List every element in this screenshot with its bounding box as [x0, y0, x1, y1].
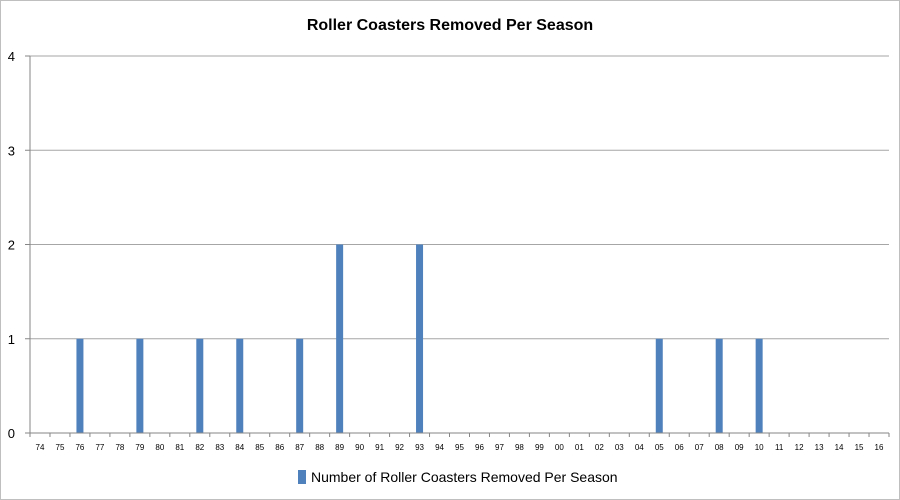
x-tick-label: 90 — [355, 443, 364, 452]
x-tick-label: 08 — [715, 443, 724, 452]
x-tick-label: 93 — [415, 443, 424, 452]
x-tick-label: 98 — [515, 443, 524, 452]
x-tick-label: 92 — [395, 443, 404, 452]
x-tick-label: 03 — [615, 443, 624, 452]
legend-label: Number of Roller Coasters Removed Per Se… — [311, 469, 618, 485]
x-tick-label: 09 — [735, 443, 744, 452]
x-tick-label: 91 — [375, 443, 384, 452]
x-tick-label: 10 — [755, 443, 764, 452]
x-tick-label: 84 — [235, 443, 244, 452]
x-tick-label: 07 — [695, 443, 704, 452]
legend-swatch — [298, 470, 306, 484]
x-tick-label: 14 — [835, 443, 844, 452]
x-tick-label: 04 — [635, 443, 644, 452]
bar — [296, 338, 304, 433]
x-tick-label: 77 — [95, 443, 104, 452]
x-tick-label: 74 — [36, 443, 45, 452]
bar — [416, 244, 424, 433]
x-tick-label: 82 — [195, 443, 204, 452]
x-tick-label: 95 — [455, 443, 464, 452]
x-tick-label: 01 — [575, 443, 584, 452]
x-axis — [29, 56, 889, 434]
x-tick-label: 96 — [475, 443, 484, 452]
y-tick-label: 3 — [8, 143, 15, 158]
bar — [136, 338, 144, 433]
y-tick-label: 0 — [8, 426, 15, 441]
x-tick-label: 81 — [175, 443, 184, 452]
y-tick-label: 2 — [8, 238, 15, 253]
x-tick-label: 87 — [295, 443, 304, 452]
x-tick-label: 89 — [335, 443, 344, 452]
x-tick-label: 76 — [75, 443, 84, 452]
x-tick-label: 05 — [655, 443, 664, 452]
x-tick-label: 15 — [855, 443, 864, 452]
x-tick-label: 06 — [675, 443, 684, 452]
gridlines — [30, 55, 889, 340]
y-axis-ticks: 0 1 2 3 4 — [8, 49, 30, 441]
x-tick-label: 99 — [535, 443, 544, 452]
chart-title: Roller Coasters Removed Per Season — [307, 17, 593, 34]
y-tick-label: 1 — [8, 332, 15, 347]
x-tick-label: 86 — [275, 443, 284, 452]
x-tick-label: 97 — [495, 443, 504, 452]
bar — [76, 338, 84, 433]
x-tick-label: 12 — [795, 443, 804, 452]
y-tick-label: 4 — [8, 49, 15, 64]
bar — [336, 244, 344, 433]
x-tick-label: 79 — [135, 443, 144, 452]
x-tick-label: 85 — [255, 443, 264, 452]
x-tick-label: 16 — [875, 443, 884, 452]
x-tick-label: 88 — [315, 443, 324, 452]
x-tick-label: 02 — [595, 443, 604, 452]
x-tick-label: 13 — [815, 443, 824, 452]
x-tick-label: 75 — [56, 443, 65, 452]
x-tick-label: 00 — [555, 443, 564, 452]
bar — [755, 338, 763, 433]
x-tick-label: 11 — [775, 443, 784, 452]
bar — [715, 338, 723, 433]
legend: Number of Roller Coasters Removed Per Se… — [298, 469, 618, 485]
x-tick-label: 83 — [215, 443, 224, 452]
x-tick-label: 78 — [115, 443, 124, 452]
bar — [655, 338, 663, 433]
bar-series — [76, 244, 763, 433]
x-axis-ticks: 74 75 76 77 78 79 80 81 82 83 84 85 86 87 88 89 90 91 92 93… — [29, 433, 890, 452]
bar — [196, 338, 204, 433]
bar — [236, 338, 244, 433]
x-tick-label: 94 — [435, 443, 444, 452]
x-tick-label: 80 — [155, 443, 164, 452]
